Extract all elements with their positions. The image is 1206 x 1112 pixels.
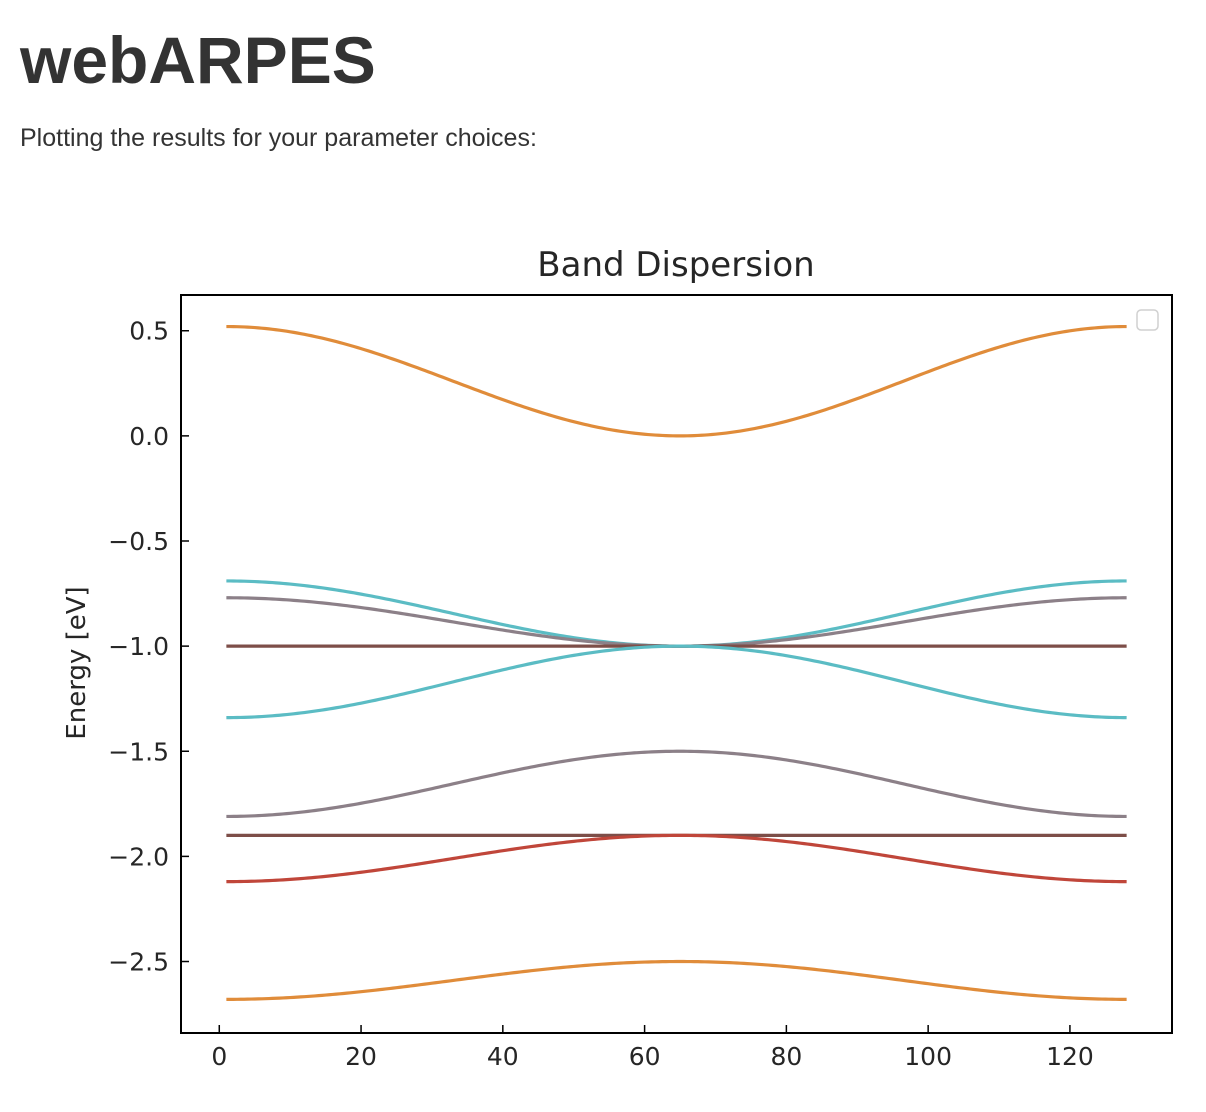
chart-title: Band Dispersion [537,245,814,285]
page-subtitle: Plotting the results for your parameter … [20,124,537,152]
x-tick-label: 120 [1046,1042,1094,1071]
x-tick-label: 60 [629,1042,661,1071]
x-tick-label: 80 [770,1042,802,1071]
y-tick-label: −1.0 [108,632,169,661]
x-tick-label: 20 [345,1042,377,1071]
page-title: webARPES [20,23,376,97]
band-line-6 [226,749,1127,819]
y-tick-label: −1.5 [108,737,169,766]
legend-box [1136,309,1159,331]
y-tick-label: −0.5 [108,527,169,556]
y-tick-label: −2.5 [108,948,169,977]
y-axis: 0.5 0.0 −0.5 −1.0 −1.5 −2.0 −2.5 [108,317,189,977]
y-tick-label: 0.5 [129,317,169,346]
band-line-9 [226,959,1127,1001]
plot-frame [180,294,1173,1034]
bands-group [226,324,1127,1001]
x-axis: 0 20 40 60 80 100 120 [211,1025,1094,1071]
band-line-8 [226,833,1127,884]
band-line-5 [226,644,1127,720]
y-tick-label: 0.0 [129,422,169,451]
band-line-1 [226,324,1127,438]
x-tick-label: 40 [487,1042,519,1071]
x-tick-label: 100 [904,1042,952,1071]
y-tick-label: −2.0 [108,842,169,871]
band-line-2 [226,579,1127,648]
y-axis-label: Energy [eV] [62,586,92,739]
band-line-3 [226,596,1127,648]
x-tick-label: 0 [211,1042,227,1071]
